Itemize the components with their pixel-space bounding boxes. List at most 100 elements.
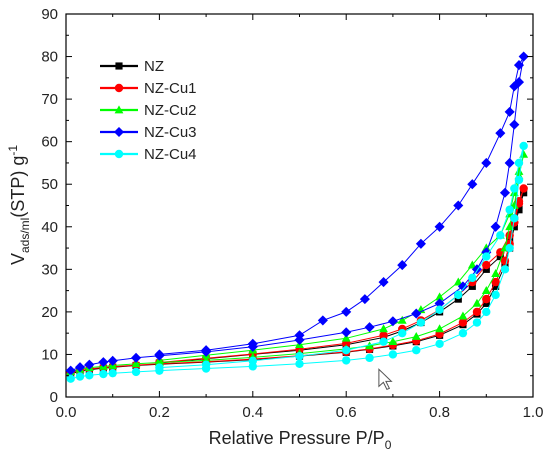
adsorption-point xyxy=(457,281,468,292)
legend-marker xyxy=(114,105,124,114)
adsorption-point xyxy=(514,175,524,185)
y-tick-label: 80 xyxy=(41,49,58,66)
adsorption-point xyxy=(131,359,141,368)
legend-marker xyxy=(114,83,124,93)
adsorption-point xyxy=(98,357,109,368)
adsorption-point xyxy=(482,299,490,307)
series-line xyxy=(70,56,525,372)
desorption-point xyxy=(379,337,388,346)
adsorption-point xyxy=(491,277,500,287)
desorption-point xyxy=(359,294,370,305)
series-line xyxy=(70,145,525,380)
desorption-point xyxy=(468,273,477,283)
desorption-point xyxy=(453,277,463,286)
desorption-point xyxy=(482,265,490,273)
y-axis-label: Vads/ml(STP) g-1 xyxy=(6,145,32,265)
y-tick-label: 90 xyxy=(41,6,58,23)
adsorption-point xyxy=(99,369,108,379)
adsorption-point xyxy=(131,352,142,363)
desorption-point xyxy=(435,305,444,314)
x-tick-label: 0.4 xyxy=(242,404,263,421)
desorption-point xyxy=(496,252,504,261)
adsorption-point xyxy=(65,365,76,376)
desorption-point xyxy=(154,349,165,360)
desorption-point xyxy=(397,315,407,324)
adsorption-point xyxy=(500,265,510,274)
legend-label: NZ-Cu2 xyxy=(144,102,197,119)
adsorption-point xyxy=(481,285,491,294)
adsorption-point xyxy=(74,362,86,373)
x-tick-label: 0.2 xyxy=(149,404,170,421)
adsorption-point xyxy=(510,214,519,223)
desorption-point xyxy=(378,277,389,288)
desorption-point xyxy=(514,166,524,175)
axes-ticks: 0.0 0.2 0.4 0.6 0.8 1.0 0 10 20 30 40 50 60 70 80 90 xyxy=(41,6,543,421)
desorption-point xyxy=(398,328,407,338)
adsorption-point xyxy=(342,356,351,365)
adsorption-point xyxy=(491,268,501,277)
desorption-point xyxy=(294,330,305,341)
desorption-point xyxy=(510,184,519,193)
desorption-point xyxy=(454,290,463,300)
adsorption-point xyxy=(492,282,500,290)
adsorption-point xyxy=(295,359,304,369)
adsorption-point xyxy=(411,308,422,319)
mouse-pointer-icon xyxy=(378,368,393,390)
desorption-point xyxy=(201,345,212,356)
desorption-point xyxy=(506,235,514,244)
y-tick-label: 30 xyxy=(41,261,58,278)
series-line xyxy=(70,188,525,373)
adsorption-point xyxy=(388,337,398,346)
desorption-point xyxy=(155,363,164,372)
desorption-point xyxy=(495,128,506,139)
adsorption-point xyxy=(501,261,509,269)
desorption-point xyxy=(201,360,211,369)
x-tick-label: 1.0 xyxy=(523,404,544,421)
adsorption-point xyxy=(388,350,398,359)
adsorption-point xyxy=(66,374,75,383)
adsorption-point xyxy=(435,339,444,349)
desorption-point xyxy=(514,158,524,168)
adsorption-point xyxy=(472,318,482,327)
x-axis-label: Relative Pressure P/P0 xyxy=(209,428,392,452)
legend-item: NZ-Cu1 xyxy=(100,80,197,97)
desorption-point xyxy=(295,351,304,361)
desorption-point xyxy=(415,238,426,249)
adsorption-point xyxy=(75,372,85,381)
adsorption-point xyxy=(387,316,398,327)
adsorption-point xyxy=(458,328,468,338)
adsorption-point xyxy=(499,187,511,198)
legend-item: NZ-Cu3 xyxy=(100,124,197,141)
adsorption-point xyxy=(435,324,445,333)
cursor-arrow xyxy=(378,368,393,390)
adsorption-point xyxy=(471,264,482,275)
legend-label: NZ-Cu4 xyxy=(144,146,197,163)
legend-item: NZ-Cu4 xyxy=(100,146,197,163)
y-tick-label: 10 xyxy=(41,346,58,363)
y-tick-label: 40 xyxy=(41,219,58,236)
adsorption-point xyxy=(84,359,95,370)
adsorption-point xyxy=(365,353,374,363)
adsorption-point xyxy=(510,223,518,231)
x-tick-label: 0.8 xyxy=(429,404,450,421)
adsorption-point xyxy=(504,157,515,168)
desorption-point xyxy=(342,345,351,355)
legend-item: NZ-Cu2 xyxy=(100,102,197,119)
legend-item: NZ xyxy=(100,58,164,75)
adsorption-point xyxy=(364,322,375,333)
desorption-point xyxy=(379,324,388,333)
desorption-point xyxy=(504,106,515,117)
adsorption-point xyxy=(411,331,421,340)
desorption-point xyxy=(453,200,464,211)
adsorption-point xyxy=(472,307,482,317)
adsorption-point xyxy=(434,298,445,309)
legend-label: NZ xyxy=(144,58,164,75)
y-tick-label: 60 xyxy=(41,134,58,151)
legend-marker xyxy=(115,62,123,70)
adsorption-point xyxy=(505,243,514,253)
adsorption-point xyxy=(518,51,529,62)
adsorption-point xyxy=(490,221,501,232)
desorption-point xyxy=(247,338,258,349)
adsorption-point xyxy=(520,189,528,197)
x-tick-label: 0.6 xyxy=(336,404,357,421)
